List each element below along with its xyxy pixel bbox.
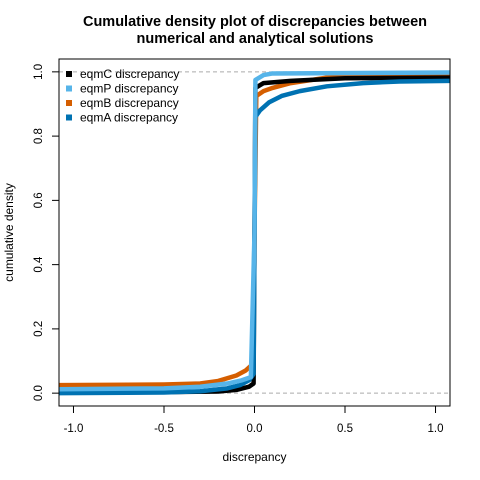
x-tick-label-4: 1.0 <box>428 423 444 435</box>
x-tick-label-2: 0.0 <box>247 423 263 435</box>
x-tick-label-3: 0.5 <box>337 423 353 435</box>
legend-label-1: eqmP discrepancy <box>80 82 179 96</box>
y-tick-label-5: 1.0 <box>33 64 45 80</box>
y-tick-label-3: 0.6 <box>33 192 45 208</box>
legend-label-2: eqmB discrepancy <box>80 96 179 110</box>
y-tick-label-2: 0.4 <box>33 256 45 273</box>
legend-label-0: eqmC discrepancy <box>80 67 179 81</box>
series-layer <box>58 70 451 396</box>
y-axis: 0.0 0.2 0.4 0.6 0.8 1.0 <box>33 64 59 401</box>
series-line-eqmp-discrepancy <box>58 70 451 392</box>
x-axis: -1.0 -0.5 0.0 0.5 1.0 <box>64 406 444 435</box>
y-tick-label-4: 0.8 <box>33 128 45 144</box>
x-tick-label-0: -1.0 <box>64 423 84 435</box>
legend-label-3: eqmA discrepancy <box>80 111 178 125</box>
chart-title-line-2: numerical and analytical solutions <box>137 31 374 47</box>
y-axis-label: cumulative density <box>2 183 16 282</box>
x-axis-label: discrepancy <box>222 450 286 464</box>
y-tick-label-0: 0.0 <box>33 385 45 401</box>
x-tick-label-1: -0.5 <box>154 423 174 435</box>
y-tick-label-1: 0.2 <box>33 321 45 337</box>
chart-title-line-1: Cumulative density plot of discrepancies… <box>83 14 427 30</box>
